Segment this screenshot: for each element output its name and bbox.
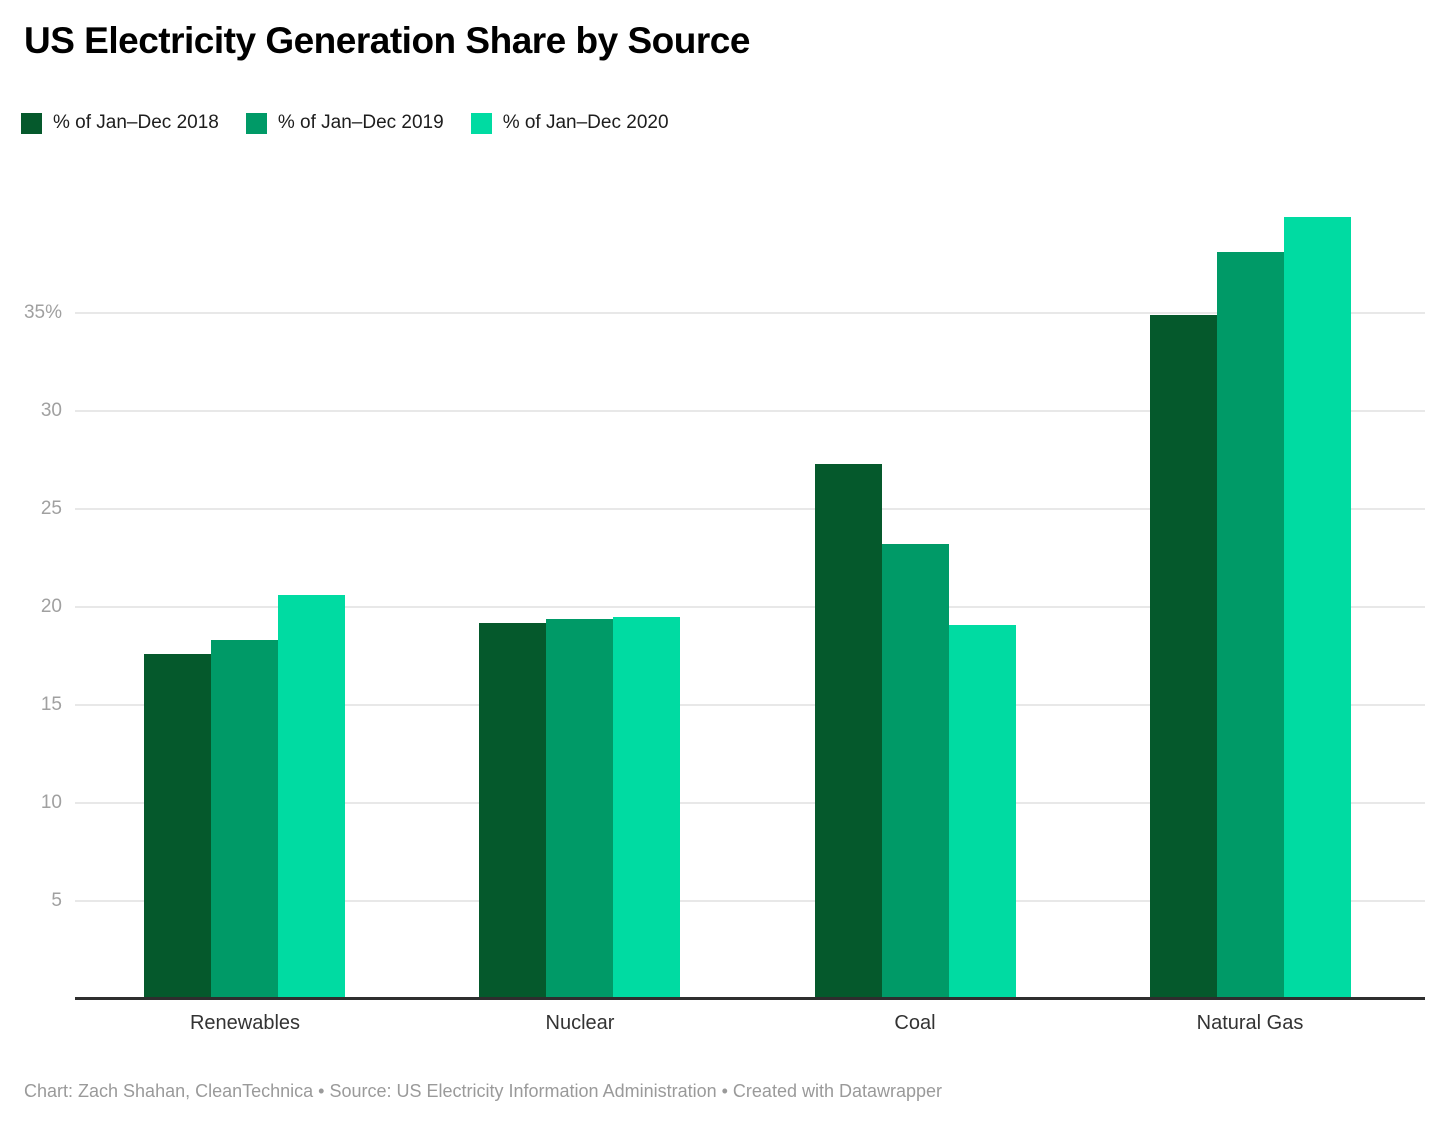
y-axis-tick-label: 35% — [23, 302, 62, 323]
legend: % of Jan–Dec 2018 % of Jan–Dec 2019 % of J… — [21, 112, 696, 134]
legend-label: % of Jan–Dec 2020 — [502, 112, 669, 133]
gridline — [75, 606, 1425, 608]
gridline — [75, 508, 1425, 510]
x-axis-category-label: Nuclear — [545, 1012, 615, 1034]
chart-title: US Electricity Generation Share by Sourc… — [24, 20, 750, 61]
y-axis-tick-label: 25 — [40, 498, 62, 519]
gridline — [75, 312, 1425, 314]
legend-item: % of Jan–Dec 2020 — [470, 112, 669, 134]
legend-swatch-icon — [245, 112, 267, 134]
y-axis-tick-label: 5 — [51, 890, 62, 911]
gridline — [75, 900, 1425, 902]
legend-swatch-icon — [470, 112, 492, 134]
legend-item: % of Jan–Dec 2018 — [21, 112, 219, 134]
x-axis-category-label: Natural Gas — [1196, 1012, 1304, 1034]
plot-area — [75, 189, 1425, 1000]
x-axis-category-label: Renewables — [189, 1012, 301, 1034]
legend-label: % of Jan–Dec 2018 — [53, 112, 219, 133]
bar-coal-2020 — [949, 625, 1016, 999]
legend-swatch-icon — [21, 112, 42, 134]
bar-coal-2018 — [815, 464, 882, 999]
y-axis-tick-label: 30 — [40, 400, 62, 421]
gridline — [75, 410, 1425, 412]
attribution-footer: Chart: Zach Shahan, CleanTechnica • Sour… — [24, 1081, 943, 1101]
bar-natural-gas-2020 — [1284, 217, 1351, 999]
bar-nuclear-2020 — [613, 617, 680, 999]
bar-nuclear-2019 — [546, 619, 613, 999]
y-axis-tick-label: 20 — [40, 596, 62, 617]
bar-renewables-2019 — [211, 640, 278, 999]
bar-coal-2019 — [882, 544, 949, 999]
bar-renewables-2020 — [278, 595, 345, 999]
bar-nuclear-2018 — [479, 623, 546, 999]
gridline — [75, 802, 1425, 804]
bar-renewables-2018 — [144, 654, 211, 999]
gridline — [75, 704, 1425, 706]
x-axis-line — [75, 997, 1425, 1000]
legend-label: % of Jan–Dec 2019 — [277, 112, 444, 133]
bar-natural-gas-2018 — [1150, 315, 1217, 999]
x-axis-category-label: Coal — [894, 1012, 936, 1034]
y-axis-tick-label: 10 — [40, 792, 62, 813]
y-axis-tick-label: 15 — [40, 694, 62, 715]
bar-natural-gas-2019 — [1217, 252, 1284, 999]
legend-item: % of Jan–Dec 2019 — [245, 112, 444, 134]
